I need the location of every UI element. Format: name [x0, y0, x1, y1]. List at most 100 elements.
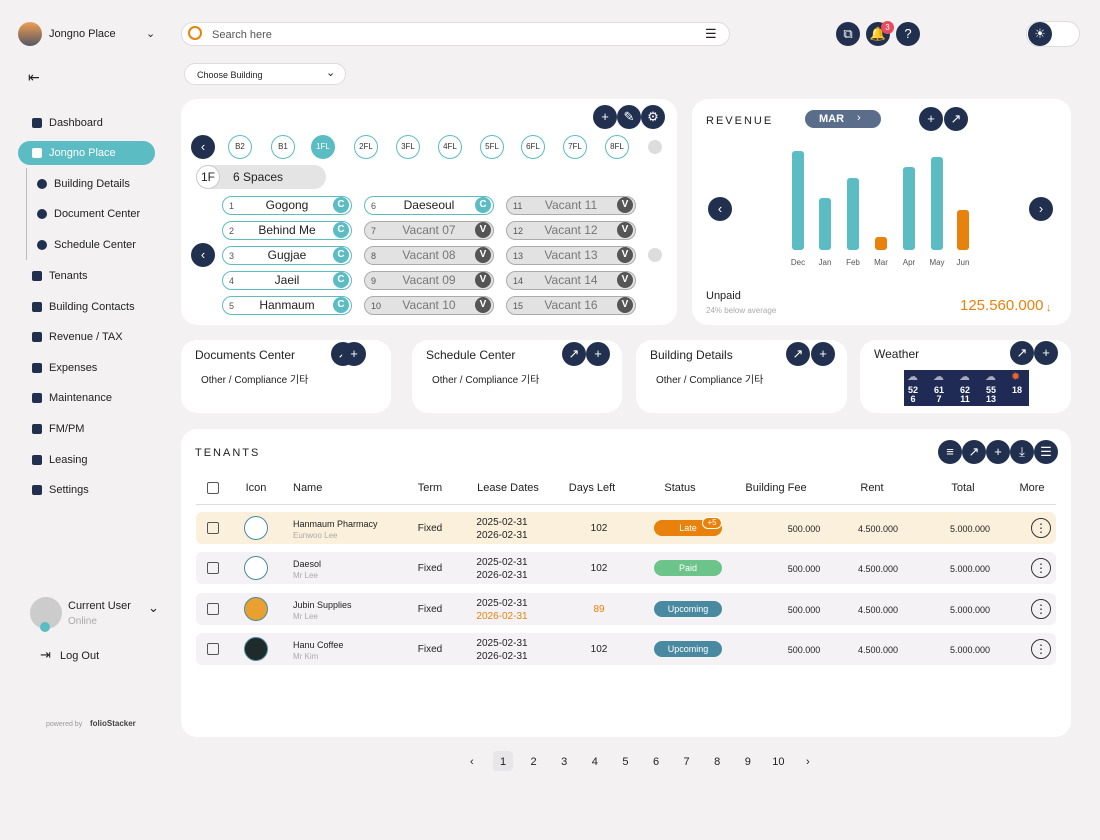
space-cell[interactable]: [364, 246, 494, 265]
nav-item[interactable]: Dashboard: [49, 117, 103, 129]
nav-item[interactable]: Document Center: [54, 208, 141, 220]
space-cell[interactable]: [506, 271, 636, 290]
chevron[interactable]: ⌄: [326, 67, 336, 79]
space-cell[interactable]: [364, 221, 494, 240]
more-button[interactable]: ⋮: [1031, 518, 1051, 538]
floor-button[interactable]: 5FL: [480, 135, 504, 159]
column-header[interactable]: More: [1019, 482, 1045, 494]
space-cell[interactable]: [222, 246, 352, 265]
icon-button[interactable]: +: [986, 440, 1010, 464]
space-cell[interactable]: [222, 221, 352, 240]
more-button[interactable]: ⋮: [1031, 599, 1051, 619]
icon-button[interactable]: +: [1034, 341, 1058, 365]
more-button[interactable]: ⋮: [1031, 639, 1051, 659]
nav-arrow[interactable]: [648, 140, 662, 154]
page-number[interactable]: 8: [714, 756, 721, 768]
icon-button[interactable]: ?: [896, 22, 920, 46]
space-cell[interactable]: [506, 246, 636, 265]
checkbox[interactable]: [207, 482, 219, 494]
nav-item[interactable]: Settings: [49, 484, 89, 496]
icon-button[interactable]: +: [593, 105, 617, 129]
building-name[interactable]: Jongno Place: [49, 28, 116, 40]
checkbox[interactable]: [207, 603, 219, 615]
nav-item[interactable]: Building Contacts: [49, 301, 135, 313]
chevron[interactable]: ⌄: [146, 28, 156, 40]
nav-item[interactable]: Expenses: [49, 362, 98, 374]
icon-button[interactable]: +: [342, 342, 366, 366]
column-header[interactable]: Rent: [860, 482, 884, 494]
collapse[interactable]: ⇤: [28, 69, 40, 85]
page-number[interactable]: 3: [561, 756, 568, 768]
space-cell[interactable]: [364, 296, 494, 315]
column-header[interactable]: Icon: [245, 482, 267, 494]
nav-item[interactable]: Schedule Center: [54, 239, 136, 251]
icon-button[interactable]: ›: [1029, 197, 1053, 221]
column-header[interactable]: Building Fee: [745, 482, 807, 494]
page-number[interactable]: 7: [683, 756, 690, 768]
building-select[interactable]: [184, 63, 346, 85]
icon-button[interactable]: ☰: [1034, 440, 1058, 464]
floor-button[interactable]: 6FL: [521, 135, 545, 159]
space-cell[interactable]: [364, 196, 494, 215]
space-cell[interactable]: [506, 296, 636, 315]
floor-button[interactable]: 3FL: [396, 135, 420, 159]
floor-button[interactable]: 1FL: [311, 135, 335, 159]
page-number[interactable]: 2: [530, 756, 537, 768]
nav-item[interactable]: Tenants: [49, 270, 88, 282]
nav-item[interactable]: Leasing: [49, 454, 88, 466]
nav-item[interactable]: Building Details: [54, 178, 130, 190]
icon-button[interactable]: ↗: [944, 107, 968, 131]
space-cell[interactable]: [506, 221, 636, 240]
page-number[interactable]: 1: [499, 756, 507, 768]
column-header[interactable]: Status: [664, 482, 696, 494]
logout[interactable]: Log Out: [60, 650, 100, 662]
month-pill[interactable]: MAR: [805, 110, 881, 128]
nav-item[interactable]: FM/PM: [49, 423, 85, 435]
space-cell[interactable]: [506, 196, 636, 215]
column-header[interactable]: Total: [951, 482, 975, 494]
column-header[interactable]: Days Left: [568, 482, 616, 494]
icon-button[interactable]: ↗: [1010, 341, 1034, 365]
icon-button[interactable]: ≡: [938, 440, 962, 464]
icon-button[interactable]: ‹: [708, 197, 732, 221]
icon-button[interactable]: ✎: [617, 105, 641, 129]
space-cell[interactable]: [364, 271, 494, 290]
nav-item[interactable]: Jongno Place: [49, 147, 116, 159]
floor-button[interactable]: B1: [271, 135, 295, 159]
icon-button[interactable]: ⤓: [1010, 440, 1034, 464]
icon-button[interactable]: +: [586, 342, 610, 366]
page-next[interactable]: ›: [806, 756, 810, 768]
floor-button[interactable]: B2: [228, 135, 252, 159]
icon-button[interactable]: ⚙: [641, 105, 665, 129]
user-menu[interactable]: ⌄: [148, 600, 159, 615]
icon-button[interactable]: ↗: [786, 342, 810, 366]
column-header[interactable]: Term: [417, 482, 443, 494]
icon-button[interactable]: +: [811, 342, 835, 366]
checkbox[interactable]: [207, 643, 219, 655]
more-button[interactable]: ⋮: [1031, 558, 1051, 578]
space-cell[interactable]: [222, 271, 352, 290]
status-pill[interactable]: Upcoming: [654, 641, 722, 657]
nav-arrow[interactable]: [648, 248, 662, 262]
floor-button[interactable]: 7FL: [563, 135, 587, 159]
space-cell[interactable]: [222, 296, 352, 315]
space-cell[interactable]: [222, 196, 352, 215]
icon-button[interactable]: ☀: [1028, 22, 1052, 46]
page-prev[interactable]: ‹: [470, 756, 474, 768]
checkbox[interactable]: [207, 562, 219, 574]
nav-item[interactable]: Maintenance: [49, 392, 112, 404]
column-header[interactable]: Lease Dates: [477, 482, 539, 494]
nav-item[interactable]: Revenue / TAX: [49, 331, 123, 343]
search-box[interactable]: [181, 22, 730, 46]
status-pill[interactable]: Paid: [654, 560, 722, 576]
icon-button[interactable]: ‹: [191, 135, 215, 159]
floor-button[interactable]: 2FL: [354, 135, 378, 159]
icon-button[interactable]: ‹: [191, 243, 215, 267]
icon-button[interactable]: ↗: [962, 440, 986, 464]
floor-button[interactable]: 4FL: [438, 135, 462, 159]
page-number[interactable]: 6: [652, 756, 660, 768]
icon-button[interactable]: ⧉: [836, 22, 860, 46]
icon-button[interactable]: +: [919, 107, 943, 131]
page-number[interactable]: 10: [772, 756, 785, 768]
page-number[interactable]: 9: [744, 756, 751, 768]
